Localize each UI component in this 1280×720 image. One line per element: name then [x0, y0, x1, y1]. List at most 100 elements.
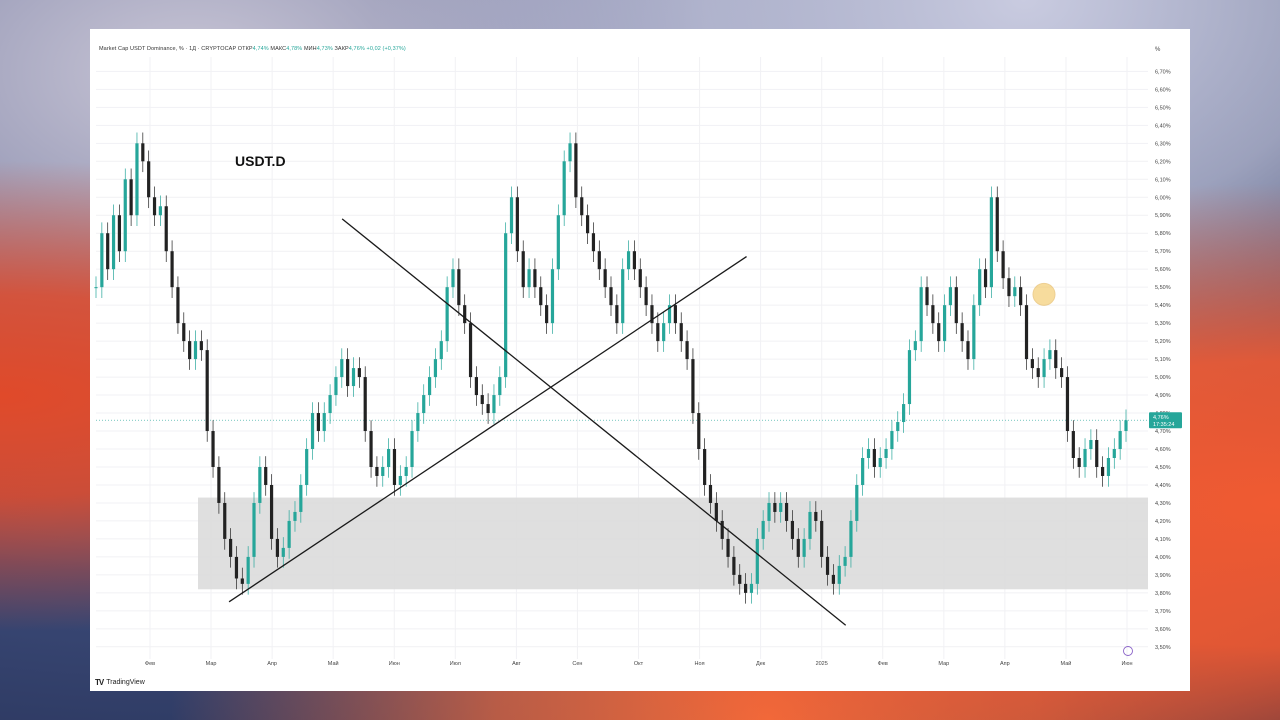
candle-body: [884, 449, 888, 458]
y-tick-label: 4,10%: [1155, 537, 1171, 543]
candle-body: [855, 484, 859, 521]
candle-body: [1048, 350, 1052, 360]
candle-body: [784, 502, 789, 521]
price-chart[interactable]: 6,70% 6,60% 6,50% 6,40% 6,30% 6,20% 6,10% 6,00%…: [90, 29, 1190, 691]
candle-body: [539, 287, 543, 306]
candle-body: [1054, 350, 1058, 369]
breakdown-marker: [1032, 282, 1056, 306]
y-tick-label: 3,70%: [1155, 609, 1171, 615]
candle-body: [439, 341, 443, 360]
candle-body: [591, 233, 596, 252]
candle-body: [931, 305, 935, 324]
candle-body: [375, 466, 379, 476]
y-tick-label: 5,70%: [1155, 249, 1171, 255]
candle-body: [457, 269, 461, 306]
candle-body: [486, 404, 490, 414]
candle-body: [1100, 466, 1105, 476]
candle-body: [498, 377, 502, 396]
candle-body: [504, 233, 508, 378]
candle-body: [94, 287, 98, 289]
candle-body: [831, 574, 835, 584]
candle-body: [135, 143, 139, 216]
y-tick-label: 4,00%: [1155, 555, 1171, 561]
candle-body: [515, 197, 519, 252]
candle-body: [275, 538, 280, 557]
candle-body: [849, 520, 853, 557]
events-icon[interactable]: [1123, 646, 1133, 656]
axis-unit: %: [1155, 47, 1161, 53]
price-tag-timer: 17:35:24: [1153, 422, 1174, 428]
x-tick-label: Май: [1061, 660, 1072, 667]
candle-body: [1042, 359, 1046, 378]
candle-body: [878, 457, 882, 467]
candle-body: [609, 287, 613, 306]
candle-body: [972, 305, 976, 360]
candle-body: [1089, 440, 1093, 450]
candle-body: [474, 377, 478, 396]
close-label: ЗАКР: [334, 46, 349, 52]
high-value: 4,78%: [286, 46, 303, 52]
candle-body: [796, 538, 800, 557]
candle-body: [111, 215, 116, 270]
candle-body: [603, 269, 607, 288]
x-tick-label: Сен: [572, 661, 582, 667]
candle-body: [305, 449, 309, 485]
trendline: [228, 256, 747, 603]
candle-body: [942, 305, 947, 342]
candle-body: [866, 449, 871, 458]
x-tick-label: Ноя: [695, 661, 705, 667]
y-tick-label: 6,40%: [1155, 123, 1171, 129]
candle-body: [720, 520, 724, 539]
candle-body: [1124, 420, 1128, 432]
chart-annotation: USDT.D: [235, 153, 286, 169]
candle-body: [738, 574, 742, 584]
x-tick-label: Авг: [512, 661, 521, 667]
price-tag: [1149, 412, 1182, 429]
candle-body: [919, 287, 923, 342]
x-tick-label: Дек: [756, 661, 766, 667]
candle-body: [1118, 431, 1122, 450]
candle-body: [193, 341, 198, 360]
candle-body: [667, 305, 672, 324]
y-tick-label: 6,50%: [1155, 105, 1171, 111]
candle-body: [427, 377, 432, 396]
y-tick-label: 5,80%: [1155, 231, 1171, 237]
y-tick-label: 4,40%: [1155, 483, 1171, 489]
y-tick-label: 4,50%: [1155, 465, 1171, 471]
candle-body: [246, 556, 250, 584]
candle-body: [351, 368, 356, 387]
candle-body: [258, 466, 262, 503]
candle-body: [621, 269, 625, 324]
y-tick-label: 5,60%: [1155, 267, 1171, 273]
candle-body: [445, 287, 449, 342]
candle-body: [732, 556, 736, 575]
candle-body: [749, 583, 754, 593]
candle-body: [346, 359, 350, 387]
candle-body: [550, 269, 555, 324]
tradingview-logo[interactable]: TV TradingView: [95, 678, 145, 687]
candle-body: [644, 287, 648, 306]
candle-body: [129, 179, 133, 216]
low-value: 4,73%: [316, 46, 333, 52]
x-tick-label: Мар: [938, 661, 949, 667]
candle-body: [685, 341, 689, 360]
candle-body: [117, 215, 122, 252]
candle-body: [392, 449, 397, 485]
open-value: 4,74%: [252, 46, 269, 52]
candle-body: [773, 502, 777, 512]
y-tick-label: 6,70%: [1155, 69, 1171, 75]
candle-body: [825, 556, 830, 575]
candle-body: [1112, 449, 1116, 458]
candle-body: [626, 251, 631, 270]
x-tick-label: Апр: [267, 661, 277, 667]
candle-body: [1024, 305, 1029, 360]
candle-body: [100, 233, 104, 288]
candle-body: [147, 161, 151, 198]
x-tick-label: Июл: [450, 661, 461, 667]
candle-body: [744, 583, 748, 593]
candle-body: [925, 287, 929, 306]
candle-body: [369, 431, 373, 467]
candle-body: [123, 179, 127, 252]
open-label: ОТКР: [237, 46, 253, 52]
candle-body: [872, 449, 876, 467]
